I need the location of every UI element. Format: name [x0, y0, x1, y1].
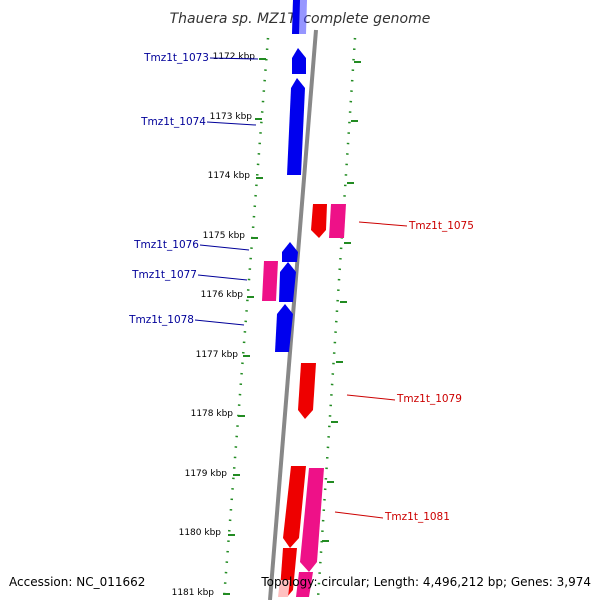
gene-label-tmz1t-1075[interactable]: Tmz1t_1075	[408, 220, 474, 232]
gene-tmz1t-1075-b[interactable]	[329, 204, 346, 238]
kbp-label-1176: 1176 kbp	[201, 290, 244, 300]
forward-strand-genes	[275, 0, 307, 352]
kbp-label-1180: 1180 kbp	[179, 528, 222, 538]
gene-tmz1t-1083[interactable]	[296, 572, 313, 597]
gene-tmz1t-1075[interactable]	[311, 204, 327, 238]
kbp-label-1173: 1173 kbp	[210, 112, 253, 122]
accession-text: Accession: NC_011662	[9, 575, 145, 589]
kbp-label-1174: 1174 kbp	[208, 171, 251, 181]
right-ruler-ticks	[322, 61, 361, 542]
gene-tmz1t-1073[interactable]	[292, 48, 306, 74]
gene-tmz1t-1081[interactable]	[300, 468, 324, 572]
genome-backbone	[268, 29, 318, 600]
kbp-label-1181: 1181 kbp	[172, 588, 215, 598]
gene-tmz1t-1077-forward[interactable]	[279, 262, 296, 302]
gene-partial-top-core	[292, 0, 300, 34]
gene-tmz1t-1078[interactable]	[275, 304, 293, 352]
gene-tmz1t-1074[interactable]	[287, 78, 305, 175]
gene-label-tmz1t-1077[interactable]: Tmz1t_1077	[131, 269, 197, 281]
gene-label-tmz1t-1073[interactable]: Tmz1t_1073	[143, 52, 209, 64]
gene-label-tmz1t-1078[interactable]: Tmz1t_1078	[128, 314, 194, 326]
kbp-label-1177: 1177 kbp	[196, 350, 239, 360]
gene-leader-lines	[194, 57, 408, 519]
kbp-label-1178: 1178 kbp	[191, 409, 234, 419]
gene-label-tmz1t-1074[interactable]: Tmz1t_1074	[140, 116, 206, 128]
gene-tmz1t-1080[interactable]	[283, 466, 306, 548]
gene-label-tmz1t-1081[interactable]: Tmz1t_1081	[384, 511, 450, 523]
gene-faded-bottom	[278, 580, 290, 597]
kbp-tick-labels: 1172 kbp 1173 kbp 1174 kbp 1175 kbp 1176…	[172, 52, 256, 598]
gene-label-tmz1t-1076[interactable]: Tmz1t_1076	[133, 239, 199, 251]
kbp-label-1179: 1179 kbp	[185, 469, 228, 479]
left-ruler-ticks	[223, 58, 266, 595]
topology-text: Topology: circular; Length: 4,496,212 bp…	[260, 575, 591, 589]
kbp-label-1172: 1172 kbp	[213, 52, 256, 62]
kbp-label-1175: 1175 kbp	[203, 231, 246, 241]
gene-tmz1t-1079[interactable]	[298, 363, 316, 419]
gene-tmz1t-1077[interactable]	[262, 261, 278, 301]
gene-tmz1t-1076[interactable]	[282, 242, 298, 262]
gene-label-tmz1t-1079[interactable]: Tmz1t_1079	[396, 393, 462, 405]
reverse-strand-genes	[262, 204, 346, 597]
left-ruler-track	[222, 37, 270, 599]
gene-labels: Tmz1t_1073 Tmz1t_1074 Tmz1t_1075 Tmz1t_1…	[128, 52, 474, 523]
